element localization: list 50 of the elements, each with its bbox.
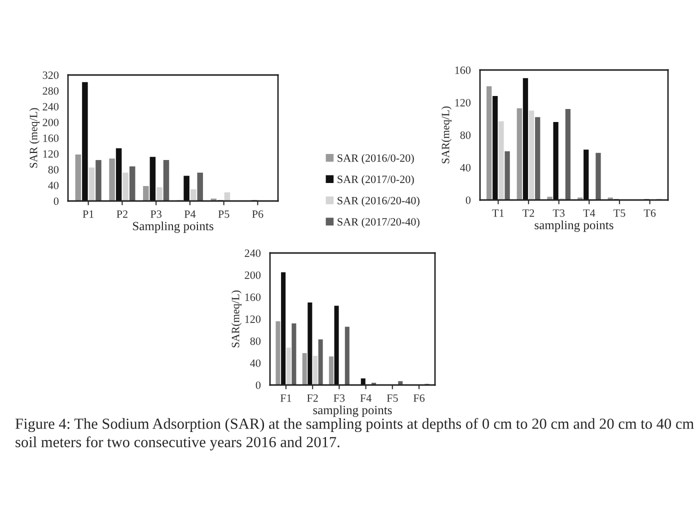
x-tick-label: P2 (116, 210, 128, 218)
x-axis-title: sampling points (313, 405, 392, 417)
y-tick-label: 0 (54, 197, 59, 205)
x-tick-label: F4 (360, 394, 372, 402)
legend-label: SAR (2017/0-20) (338, 175, 414, 186)
y-tick-label: 0 (256, 381, 261, 389)
x-tick-label: T2 (522, 209, 534, 217)
y-tick-label: 240 (244, 249, 261, 257)
y-tick-label: 80 (250, 337, 261, 345)
x-tick-label: T5 (614, 209, 626, 217)
y-tick-label: 120 (245, 315, 261, 323)
x-tick-label: T1 (492, 209, 504, 217)
y-tick-label: 80 (48, 166, 59, 174)
y-tick-label: 40 (48, 182, 59, 190)
legend-label: SAR (2016/0-20) (338, 154, 414, 164)
x-tick-label: P3 (150, 210, 162, 218)
x-tick-label: F2 (307, 394, 318, 402)
y-tick-label: 40 (460, 164, 471, 172)
y-tick-label: 80 (460, 131, 471, 139)
legend-label: SAR (2017/20-40) (338, 218, 420, 228)
y-tick-label: 120 (455, 98, 471, 106)
y-tick-label: 160 (245, 293, 261, 301)
x-tick-label: P1 (82, 210, 94, 218)
y-tick-label: 240 (42, 102, 59, 110)
x-tick-label: T6 (644, 209, 656, 217)
x-tick-label: F3 (334, 394, 345, 402)
y-tick-label: 0 (466, 196, 471, 204)
y-axis-title: SAR (meq/L) (29, 108, 40, 168)
x-tick-label: T3 (552, 209, 565, 217)
y-tick-label: 280 (42, 87, 59, 95)
x-tick-label: P6 (252, 210, 264, 218)
x-tick-label: F6 (413, 394, 425, 402)
x-tick-label: P4 (184, 210, 196, 218)
y-tick-label: 120 (43, 150, 59, 158)
y-axis-title: SAR(meq/L) (231, 290, 242, 348)
y-tick-label: 160 (43, 134, 59, 142)
y-axis-title: SAR(meq/L) (441, 106, 452, 164)
x-tick-label: F1 (280, 394, 292, 402)
y-tick-label: 200 (244, 271, 261, 279)
caption: Figure 4: The Sodium Adsorption (SAR) at the sampling points at depths of 0 cm to 20 cm and 20 cm to 40 cm soil meters for two consecutive years 2016 and 2017. (15, 418, 694, 450)
y-tick-label: 200 (42, 118, 59, 126)
x-tick-label: T4 (583, 209, 596, 217)
y-tick-label: 40 (250, 359, 261, 367)
x-axis-title: Sampling points (133, 221, 214, 233)
y-tick-label: 160 (455, 66, 471, 74)
x-tick-label: F5 (386, 394, 398, 402)
y-tick-label: 320 (42, 71, 59, 79)
x-tick-label: P5 (218, 210, 230, 218)
legend-label: SAR (2016/20-40) (338, 196, 420, 207)
x-axis-title: sampling points (534, 220, 614, 232)
